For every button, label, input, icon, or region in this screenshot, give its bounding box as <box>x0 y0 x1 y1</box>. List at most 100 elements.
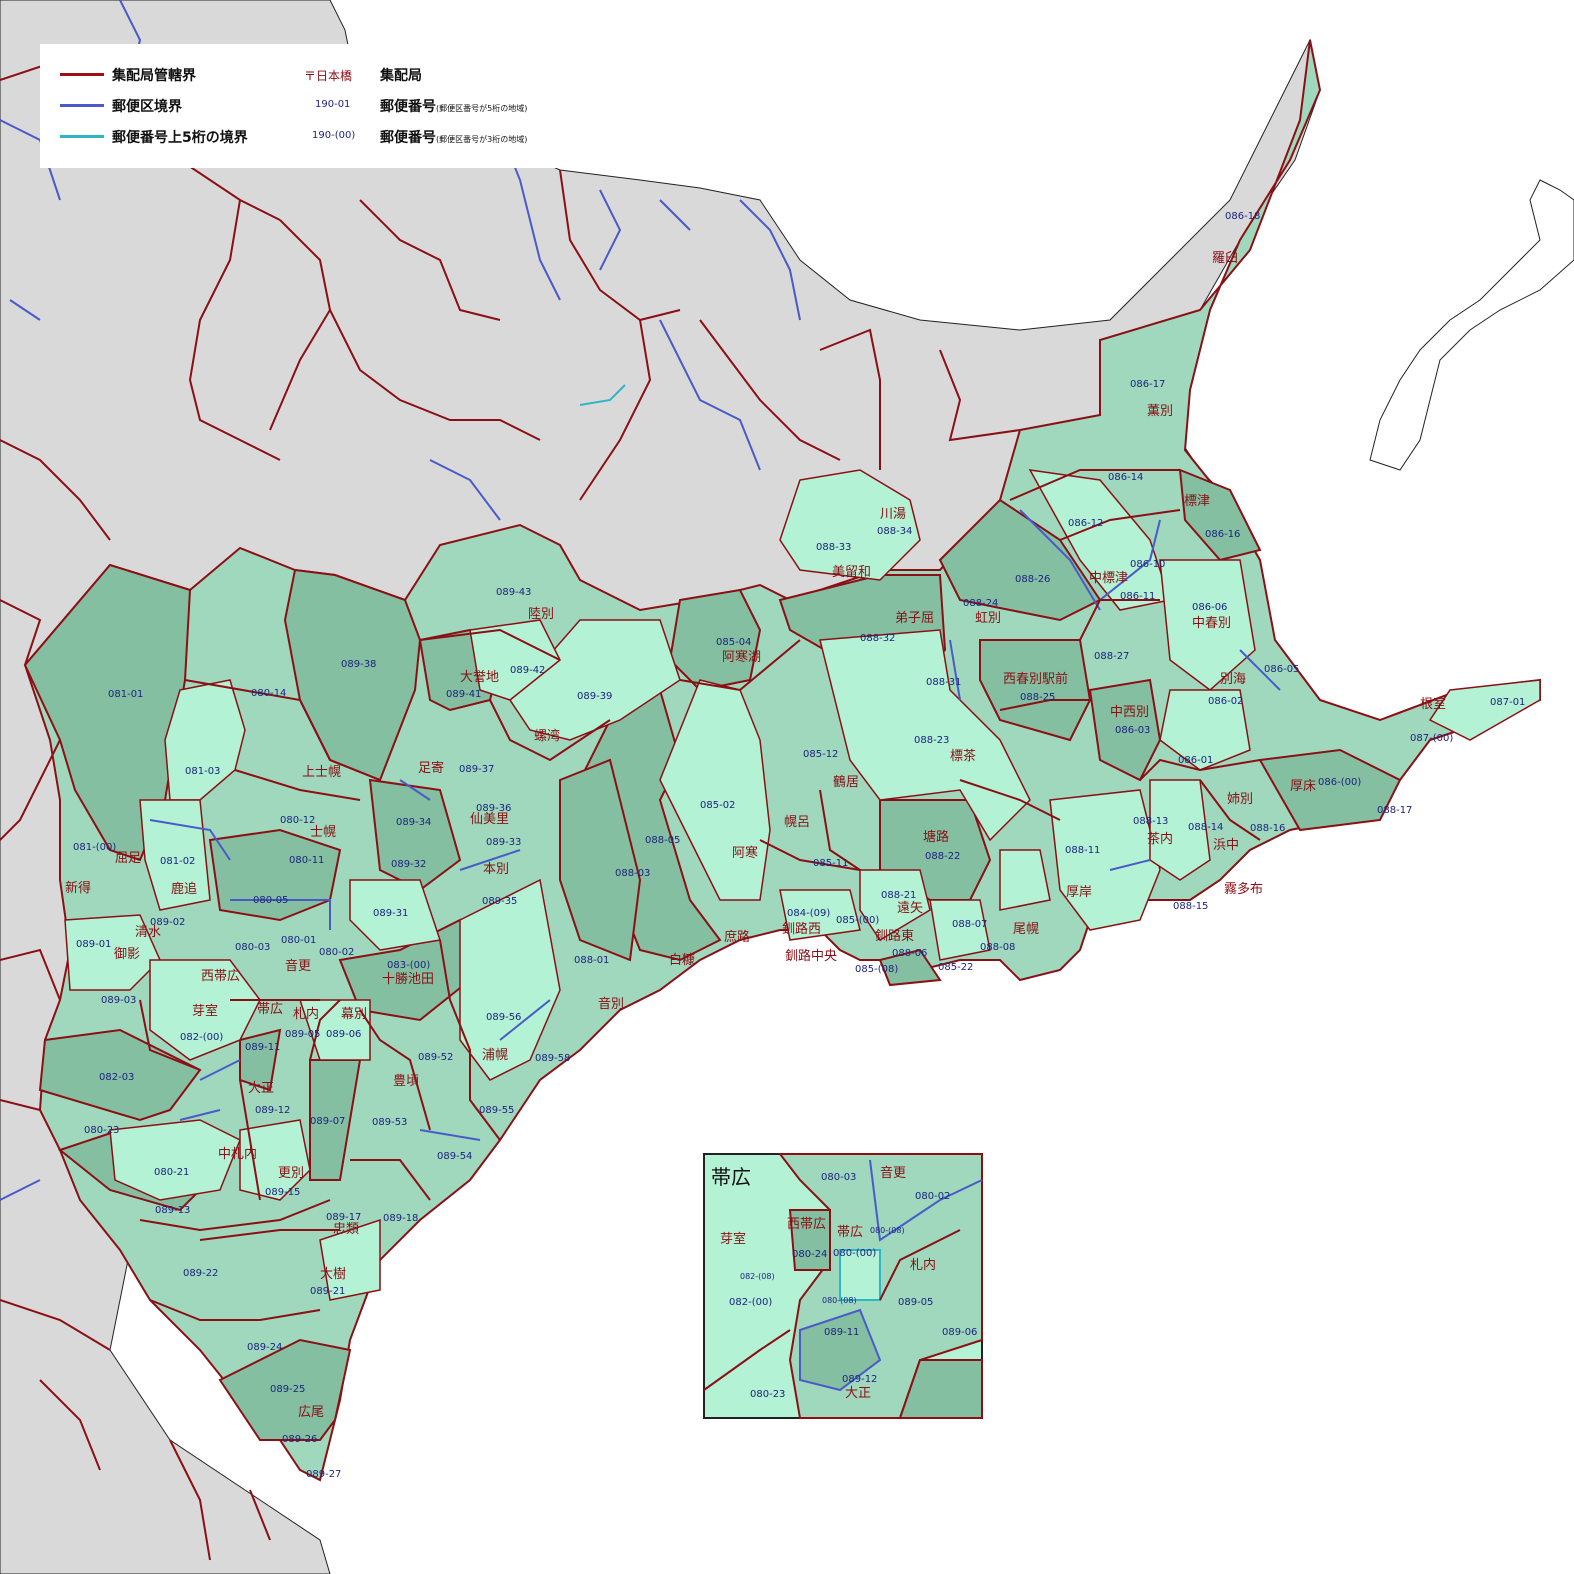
legend-five-digit-label: 郵便番号上5桁の境界 <box>112 130 248 146</box>
code-label: 081-02 <box>160 856 195 867</box>
code-label: 080-11 <box>289 855 324 866</box>
legend-code-note-5: (郵便区番号が5桁の地域) <box>436 104 528 113</box>
code-label: 086-01 <box>1178 755 1213 766</box>
office-label: 広尾 <box>298 1405 324 1420</box>
office-label: 幌呂 <box>784 814 810 830</box>
inset-code-label: 080-(08) <box>822 1296 857 1305</box>
inset-code-label: 080-03 <box>821 1172 856 1183</box>
office-label: 虹別 <box>975 611 1001 626</box>
code-label: 089-15 <box>265 1187 300 1198</box>
office-label: 羅臼 <box>1212 251 1238 266</box>
inset-code-label: 089-05 <box>898 1297 933 1308</box>
office-label: 別海 <box>1220 672 1246 687</box>
code-label: 086-(00) <box>1318 777 1361 788</box>
legend-office-label: 集配局 <box>380 68 422 84</box>
office-label: 釧路西 <box>782 921 821 937</box>
legend-code-label-3: 郵便番号(郵便区番号が3桁の地域) <box>380 127 527 147</box>
legend: 集配局管轄界 郵便区境界 郵便番号上5桁の境界 〒日本橋 集配局 190-01 … <box>40 44 602 168</box>
office-label: 帯広 <box>257 1002 283 1017</box>
inset-map <box>703 1153 983 1419</box>
code-label: 089-33 <box>486 837 521 848</box>
office-label: 札内 <box>293 1006 319 1022</box>
code-label: 089-27 <box>306 1469 341 1480</box>
code-label: 089-21 <box>310 1286 345 1297</box>
light-zones <box>64 469 1541 1301</box>
code-label: 089-13 <box>155 1205 190 1216</box>
office-label: 螺湾 <box>534 728 560 744</box>
office-label: 音別 <box>598 996 624 1012</box>
office-label: 茶内 <box>1147 831 1173 847</box>
inset-office-label: 帯広 <box>837 1225 863 1240</box>
code-label: 088-25 <box>1020 692 1055 703</box>
code-label: 089-11 <box>245 1042 280 1053</box>
code-label: 088-13 <box>1133 816 1168 827</box>
office-label: 根室 <box>1420 696 1446 712</box>
office-label: 塘路 <box>923 829 949 845</box>
code-label: 088-17 <box>1377 805 1412 816</box>
office-label: 美留和 <box>832 565 871 580</box>
code-label: 083-(00) <box>387 960 430 971</box>
office-label: 庶路 <box>724 929 750 945</box>
code-label: 089-56 <box>486 1012 521 1023</box>
island-outline <box>1369 179 1574 471</box>
office-label: 弟子屈 <box>895 611 934 626</box>
office-label: 十勝池田 <box>382 972 434 987</box>
code-label: 087-(00) <box>1410 733 1453 744</box>
code-label: 085-11 <box>813 858 848 869</box>
code-label: 089-26 <box>282 1434 317 1445</box>
office-label: 尾幌 <box>1013 921 1039 937</box>
office-label: 阿寒 <box>732 845 758 861</box>
code-label: 085-12 <box>803 749 838 760</box>
inset-code-label: 080-23 <box>750 1389 785 1400</box>
code-label: 088-03 <box>615 868 650 879</box>
office-label: 中春別 <box>1192 616 1231 631</box>
code-label: 089-42 <box>510 665 545 676</box>
inset-code-label: 080-(08) <box>870 1226 905 1235</box>
office-label: 釧路中央 <box>785 948 837 964</box>
office-label: 御影 <box>114 947 140 962</box>
inset-code-label: 080-24 <box>792 1249 827 1260</box>
code-label: 082-(00) <box>180 1032 223 1043</box>
code-label: 081-01 <box>108 689 143 700</box>
office-label: 薫別 <box>1147 404 1173 419</box>
code-label: 089-54 <box>437 1151 472 1162</box>
office-label: 大樹 <box>320 1267 346 1282</box>
code-label: 087-01 <box>1490 697 1525 708</box>
code-label: 080-12 <box>280 815 315 826</box>
inset-office-label: 札内 <box>910 1257 936 1273</box>
office-label: 浦幌 <box>482 1047 508 1063</box>
code-label: 088-21 <box>881 890 916 901</box>
inset-code-label: 080-(00) <box>833 1248 876 1259</box>
office-label: 中西別 <box>1110 705 1149 720</box>
code-label: 089-32 <box>391 859 426 870</box>
office-label: 屈足 <box>115 851 141 866</box>
code-label: 089-53 <box>372 1117 407 1128</box>
office-label: 阿寒湖 <box>722 649 761 665</box>
code-label: 086-16 <box>1205 529 1240 540</box>
office-label: 遠矢 <box>897 901 923 916</box>
code-label: 088-08 <box>980 942 1015 953</box>
code-label: 080-03 <box>235 942 270 953</box>
office-label: 鹿追 <box>171 881 197 897</box>
code-label: 081-03 <box>185 766 220 777</box>
inset-code-label: 082-(00) <box>729 1297 772 1308</box>
legend-office-sample: 〒日本橋 <box>304 69 353 83</box>
office-label: 大正 <box>248 1081 274 1096</box>
office-label: 西帯広 <box>201 969 240 984</box>
inset-office-label: 音更 <box>880 1165 906 1181</box>
code-label: 088-01 <box>574 955 609 966</box>
code-label: 088-16 <box>1250 823 1285 834</box>
legend-code-sample-3: 190-(00) <box>312 130 356 141</box>
code-labels: 086-18 086-17 086-14 086-16 086-12 086-1… <box>73 211 1525 1480</box>
code-label: 089-06 <box>326 1029 361 1040</box>
office-label: 忠類 <box>333 1222 359 1237</box>
code-label: 089-39 <box>577 691 612 702</box>
code-label: 086-10 <box>1130 559 1165 570</box>
inset-code-label: 089-06 <box>942 1327 977 1338</box>
code-label: 086-12 <box>1068 518 1103 529</box>
office-label: 標津 <box>1184 494 1210 509</box>
office-label: 釧路東 <box>875 928 914 944</box>
code-label: 080-23 <box>84 1125 119 1136</box>
code-label: 088-22 <box>925 851 960 862</box>
legend-postal-line <box>60 104 104 107</box>
